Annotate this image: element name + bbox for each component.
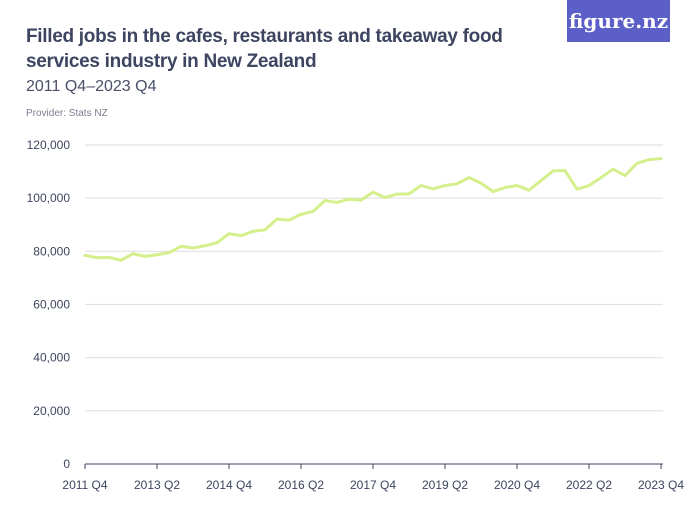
chart-subtitle: 2011 Q4–2023 Q4: [26, 78, 157, 95]
provider-label: Provider: Stats NZ: [26, 108, 108, 119]
data-point: [419, 184, 423, 188]
y-tick-label: 100,000: [27, 191, 71, 205]
y-tick-label: 80,000: [33, 244, 70, 258]
data-point: [119, 258, 123, 262]
data-point: [431, 187, 435, 191]
data-point: [563, 169, 567, 173]
y-tick-label: 40,000: [33, 351, 70, 365]
y-tick-label: 0: [63, 457, 70, 471]
data-point: [443, 184, 447, 188]
data-point: [491, 190, 495, 194]
data-point: [251, 229, 255, 233]
data-point: [275, 217, 279, 221]
data-point: [107, 255, 111, 259]
x-tick-label: 2019 Q2: [422, 478, 468, 492]
x-tick-label: 2011 Q4: [62, 478, 107, 492]
data-point: [299, 212, 303, 216]
data-point: [635, 161, 639, 165]
x-tick-label: 2023 Q4: [638, 478, 684, 492]
data-point: [323, 199, 327, 203]
x-tick-label: 2022 Q2: [566, 478, 612, 492]
y-tick-label: 60,000: [33, 298, 70, 312]
data-point: [623, 174, 627, 178]
data-point: [95, 256, 99, 260]
data-point: [359, 198, 363, 202]
data-point: [167, 251, 171, 255]
data-point: [539, 179, 543, 183]
figure-nz-logo[interactable]: figure.nz: [567, 0, 670, 42]
data-point: [575, 187, 579, 191]
data-point: [155, 253, 159, 257]
data-point: [503, 186, 507, 190]
x-tick-label: 2017 Q4: [350, 478, 396, 492]
data-point: [551, 169, 555, 173]
data-point: [515, 184, 519, 188]
data-point: [611, 167, 615, 171]
data-point: [203, 244, 207, 248]
data-point: [143, 254, 147, 258]
data-point: [335, 200, 339, 204]
data-point: [239, 234, 243, 238]
data-point: [527, 188, 531, 192]
y-tick-label: 20,000: [33, 404, 70, 418]
data-point: [83, 253, 87, 257]
x-tick-label: 2020 Q4: [494, 478, 540, 492]
data-point: [131, 252, 135, 256]
data-point: [311, 209, 315, 213]
data-point: [179, 244, 183, 248]
data-point: [215, 241, 219, 245]
x-tick-label: 2014 Q4: [206, 478, 252, 492]
data-point: [587, 184, 591, 188]
data-point: [227, 232, 231, 236]
data-point: [659, 157, 663, 161]
data-point: [407, 192, 411, 196]
data-point: [383, 196, 387, 200]
x-tick-label: 2013 Q2: [134, 478, 180, 492]
data-point: [455, 182, 459, 186]
data-point: [647, 158, 651, 162]
chart-title: Filled jobs in the cafes, restaurants an…: [26, 26, 503, 72]
data-point: [395, 192, 399, 196]
data-point: [347, 197, 351, 201]
data-point: [599, 176, 603, 180]
x-tick-label: 2016 Q2: [278, 478, 324, 492]
data-point: [467, 176, 471, 180]
y-tick-label: 120,000: [27, 138, 71, 152]
data-point: [371, 190, 375, 194]
data-point: [191, 246, 195, 250]
data-point: [287, 218, 291, 222]
data-point: [263, 228, 267, 232]
series-line-filled-jobs: [84, 157, 662, 262]
data-point: [479, 181, 483, 185]
